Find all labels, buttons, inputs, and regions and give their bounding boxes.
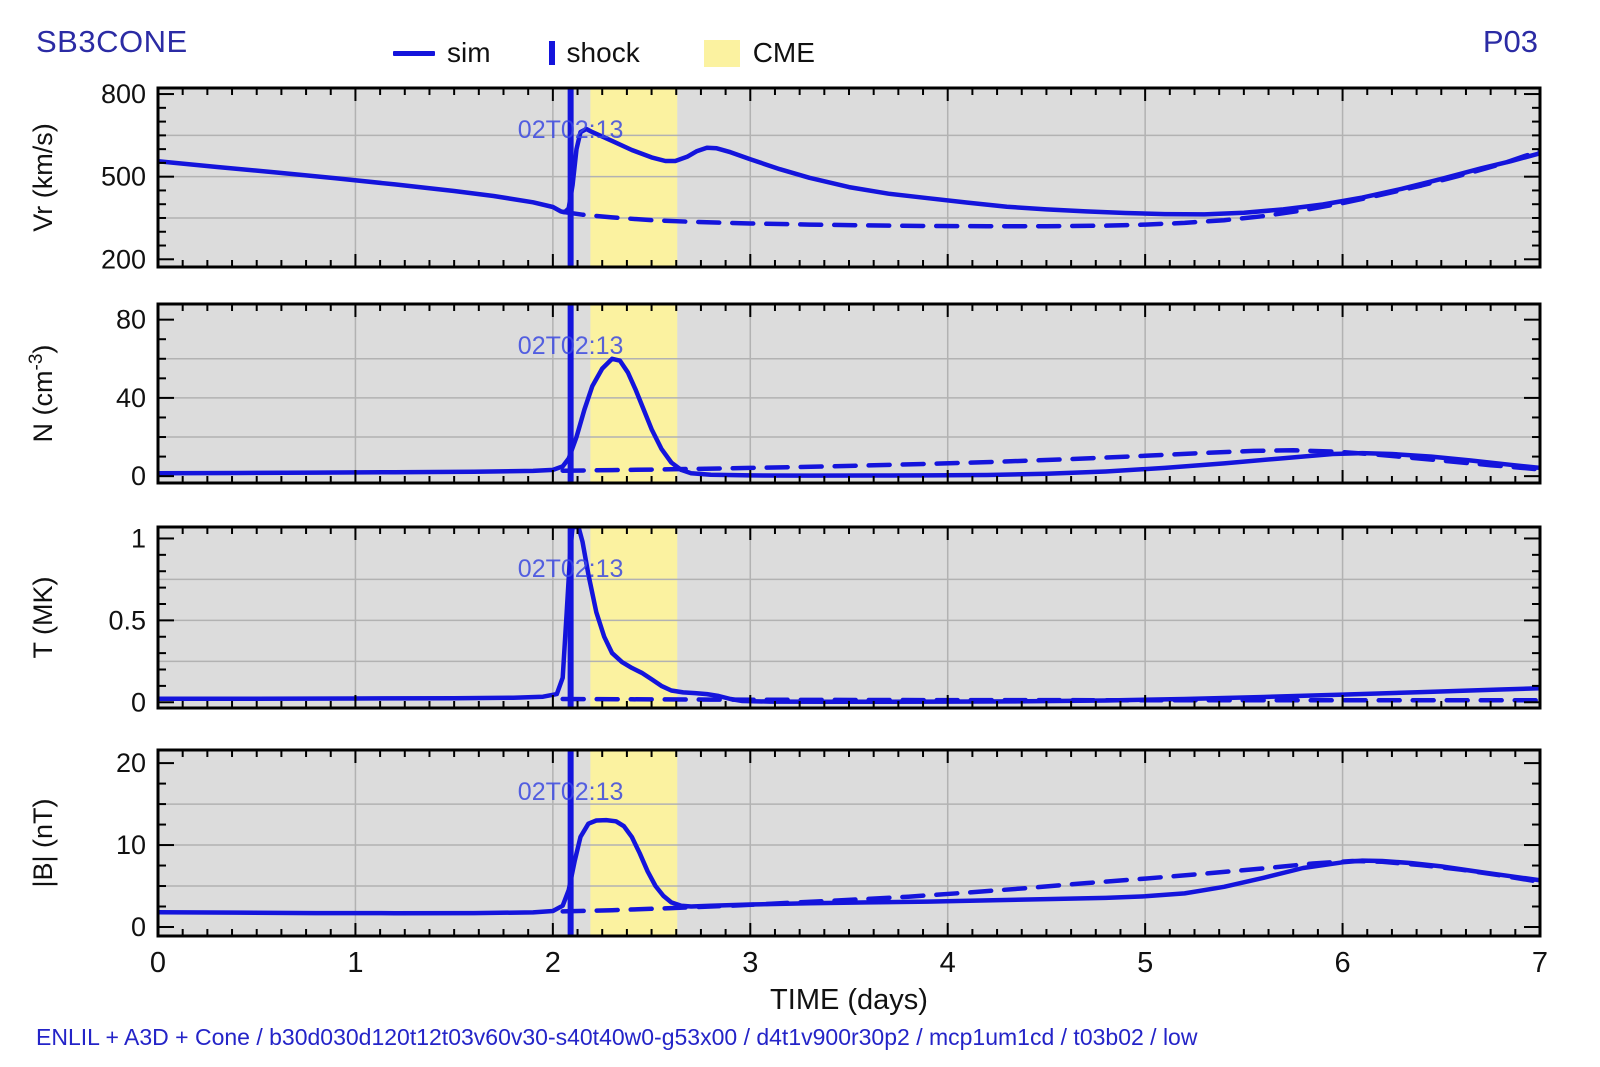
sim-line-swatch	[393, 50, 435, 56]
x-axis-title: TIME (days)	[770, 984, 928, 1016]
xtick-label: 1	[347, 947, 363, 979]
n-axis-title: N (cm-3)	[26, 345, 58, 443]
vr-axis-title: Vr (km/s)	[28, 123, 58, 231]
t-ytick-label: 1	[131, 523, 146, 553]
run-parameters-caption: ENLIL + A3D + Cone / b30d030d120t12t03v6…	[36, 1024, 1198, 1050]
panel-b: 02T02:13 0 10 20 |B| (nT)	[28, 748, 1542, 942]
t-shock-timestamp: 02T02:13	[518, 555, 624, 583]
b-ytick-label: 10	[116, 830, 146, 860]
panel-frame	[156, 302, 1542, 485]
b-shock-timestamp: 02T02:13	[518, 778, 624, 806]
panel-n: 02T02:13 0 40 80 N (cm-3)	[26, 302, 1542, 491]
xtick-label: 3	[742, 947, 758, 979]
b-ambient-line	[560, 858, 1540, 914]
xtick-label: 0	[150, 947, 166, 979]
vr-ytick-label: 500	[101, 162, 146, 192]
legend-shock-label: shock	[566, 37, 640, 68]
cme-band	[590, 88, 678, 267]
b-ytick-label: 20	[116, 748, 146, 778]
legend-sim-label: sim	[447, 37, 491, 68]
xtick-label: 2	[545, 947, 561, 979]
n-shock-timestamp: 02T02:13	[518, 332, 624, 360]
xtick-label: 4	[940, 947, 956, 979]
cme-fill-swatch	[703, 39, 740, 67]
t-ytick-label: 0	[131, 687, 146, 717]
panel-frame	[156, 86, 1542, 269]
t-ytick-label: 0.5	[108, 605, 146, 635]
panel-frame	[156, 525, 1542, 710]
panel-background	[158, 88, 1540, 267]
panel-background	[158, 527, 1540, 708]
panel-background	[158, 304, 1540, 483]
legend: sim shock CME	[393, 36, 815, 70]
t-ambient-line	[560, 696, 1540, 703]
vr-sim-line	[158, 126, 1540, 217]
b-axis-title: |B| (nT)	[28, 798, 58, 887]
xtick-label: 5	[1137, 947, 1153, 979]
model-title: SB3CONE	[36, 24, 188, 59]
cme-band	[590, 527, 678, 708]
n-sim-line	[158, 356, 1540, 478]
vr-ytick-label: 200	[101, 244, 146, 274]
vr-shock-timestamp: 02T02:13	[518, 116, 624, 144]
n-ytick-label: 40	[116, 383, 146, 413]
panel-background	[158, 750, 1540, 936]
shock-mark-swatch	[548, 41, 555, 65]
n-ytick-label: 0	[131, 461, 146, 491]
vr-ambient-line	[560, 148, 1540, 229]
panel-t: 02T02:13 0 0.5 1 T (MK)	[28, 523, 1542, 717]
run-position-label: P03	[1482, 24, 1538, 59]
n-ambient-line	[560, 448, 1540, 473]
xtick-label: 6	[1335, 947, 1351, 979]
panel-frame	[156, 748, 1542, 938]
panel-vr: 02T02:13 200 500 800 Vr (km/s)	[28, 79, 1542, 274]
xtick-label: 7	[1532, 947, 1548, 979]
b-ytick-label: 0	[131, 912, 146, 942]
t-axis-title: T (MK)	[28, 577, 58, 659]
vr-ytick-label: 800	[101, 79, 146, 109]
n-ytick-label: 80	[116, 305, 146, 335]
legend-cme-label: CME	[752, 37, 815, 68]
